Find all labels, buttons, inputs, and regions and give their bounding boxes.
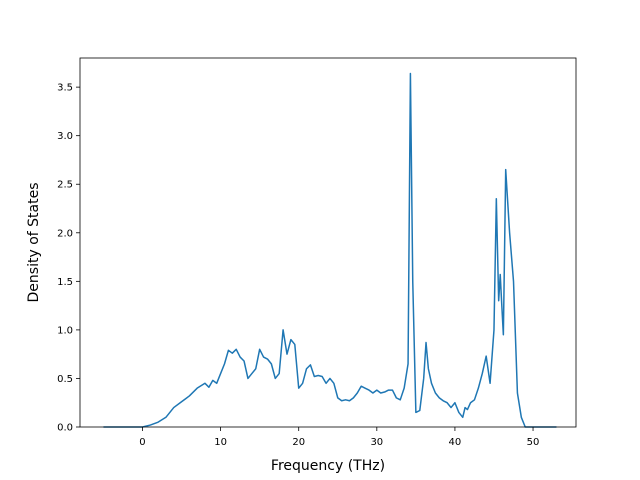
axes-frame [79, 57, 577, 428]
x-axis-label: Frequency (THz) [271, 458, 385, 474]
plot-area [103, 72, 557, 428]
y-axis-label: Density of States [26, 183, 42, 303]
x-tick-label: 50 [527, 437, 540, 448]
y-tick-label: 2.0 [57, 228, 73, 239]
x-tick-label: 30 [370, 437, 383, 448]
y-tick-label: 1.0 [57, 325, 73, 336]
y-tick-label: 2.5 [57, 180, 73, 191]
y-tick-label: 1.5 [57, 277, 73, 288]
x-tick-label: 20 [292, 437, 305, 448]
dos-series-line [103, 72, 557, 428]
y-tick-label: 0.0 [57, 423, 73, 434]
y-tick-label: 3.0 [57, 131, 73, 142]
x-tick-label: 40 [449, 437, 462, 448]
y-tick-label: 3.5 [57, 83, 73, 94]
x-tick-label: 10 [214, 437, 227, 448]
x-tick-label: 0 [139, 437, 145, 448]
y-tick-label: 0.5 [57, 374, 73, 385]
axis-ticks: 0 10 20 30 40 50 0.0 0.5 1.0 1.5 2.0 2.5 3.0 3.5 [57, 83, 539, 448]
